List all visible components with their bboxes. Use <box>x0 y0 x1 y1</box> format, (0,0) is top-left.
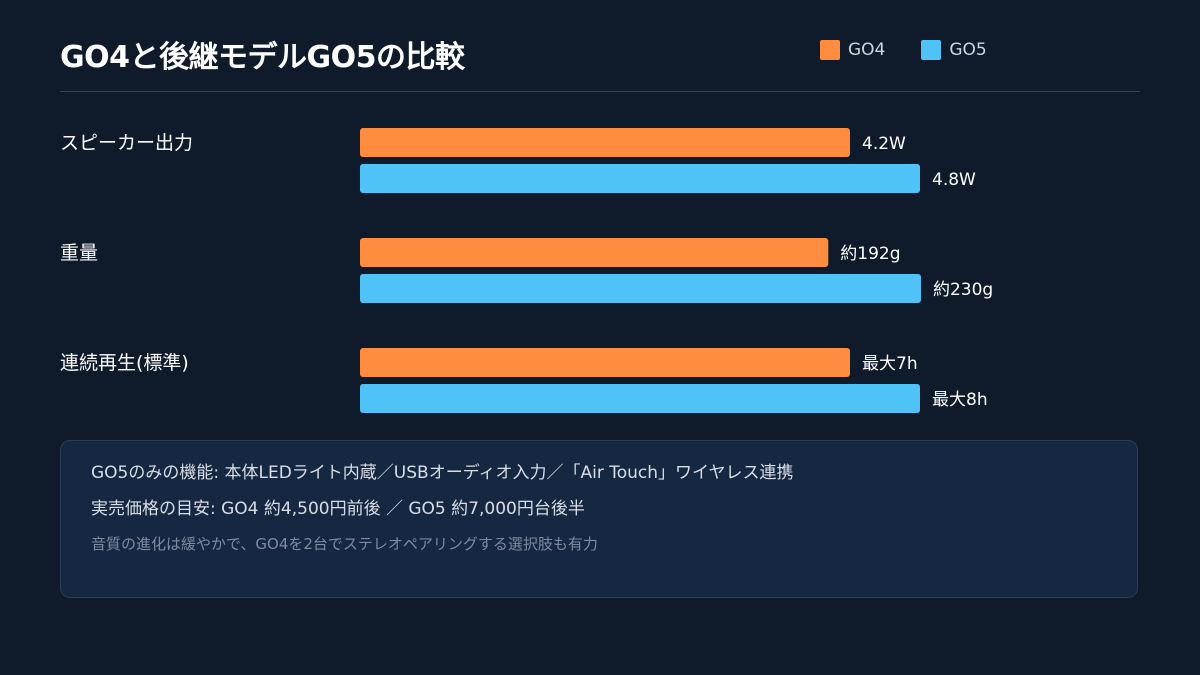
bar-go5 <box>360 274 921 303</box>
bar-go4 <box>360 238 829 267</box>
legend-swatch-go4 <box>820 40 840 60</box>
bar-chart: スピーカー出力 4.2W 4.8W 重量 約192g 約230g 連続再生(標準) 最大7h 最… <box>60 128 993 413</box>
note-features: GO5のみの機能: 本体LEDライト内蔵／USBオーディオ入力／「Air Tou… <box>91 463 794 483</box>
category-label: スピーカー出力 <box>60 132 193 154</box>
bar-go5 <box>360 384 920 413</box>
title-divider <box>60 91 1140 92</box>
category-label: 連続再生(標準) <box>60 352 189 374</box>
legend-label-go5: GO5 <box>949 40 987 60</box>
bar-go5 <box>360 164 920 193</box>
bar-value-label: 最大8h <box>932 390 988 410</box>
legend-swatch-go5 <box>921 40 942 60</box>
bar-value-label: 約192g <box>840 244 900 264</box>
category-label: 重量 <box>60 242 98 264</box>
bar-go4 <box>360 348 850 377</box>
chart-title: GO4と後継モデルGO5の比較 <box>60 40 465 75</box>
bar-value-label: 最大7h <box>862 354 918 374</box>
bar-go4 <box>360 128 850 157</box>
note-sound: 音質の進化は緩やかで、GO4を2台でステレオペアリングする選択肢も有力 <box>91 535 598 553</box>
bar-value-label: 約230g <box>933 280 993 300</box>
legend-label-go4: GO4 <box>848 40 886 60</box>
bar-value-label: 4.8W <box>932 170 976 190</box>
bar-value-label: 4.2W <box>862 134 906 154</box>
notes-panel: GO5のみの機能: 本体LEDライト内蔵／USBオーディオ入力／「Air Tou… <box>60 440 1138 598</box>
legend-item-go4: GO4 <box>820 40 885 60</box>
legend: GO4 GO5 <box>820 40 987 60</box>
note-price: 実売価格の目安: GO4 約4,500円前後 ／ GO5 約7,000円台後半 <box>91 499 585 519</box>
legend-item-go5: GO5 <box>921 40 987 60</box>
